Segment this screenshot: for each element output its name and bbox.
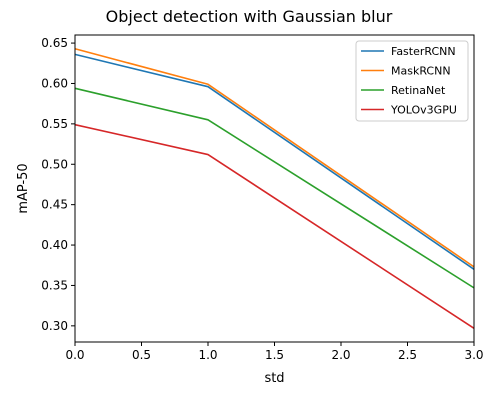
- y-axis: 0.30 0.35 0.40 0.45 0.50 0.55 0.60 0.65: [41, 36, 75, 333]
- chart-title: Object detection with Gaussian blur: [106, 7, 393, 26]
- y-tick-label: 0.40: [41, 238, 68, 252]
- x-tick-label: 3.0: [464, 348, 483, 362]
- x-tick-label: 0.5: [132, 348, 151, 362]
- series-line-retinanet: [74, 87, 475, 289]
- legend-box: [355, 40, 469, 122]
- y-tick-label: 0.65: [41, 36, 68, 50]
- y-tick-label: 0.60: [41, 76, 68, 90]
- x-tick-label: 2.0: [331, 348, 350, 362]
- legend: FasterRCNN MaskRCNN RetinaNet YOLOv3GPU: [355, 40, 469, 122]
- x-tick-label: 1.0: [198, 348, 217, 362]
- x-tick-label: 0.0: [65, 348, 84, 362]
- series-line-yolov3gpu: [74, 123, 475, 329]
- y-tick-label: 0.30: [41, 319, 68, 333]
- legend-label-fasterrcnn: FasterRCNN: [391, 45, 456, 58]
- y-tick-label: 0.35: [41, 278, 68, 292]
- x-tick-label: 2.5: [398, 348, 417, 362]
- y-tick-label: 0.55: [41, 117, 68, 131]
- legend-label-yolov3gpu: YOLOv3GPU: [390, 104, 457, 117]
- y-tick-label: 0.50: [41, 157, 68, 171]
- legend-label-maskrcnn: MaskRCNN: [391, 65, 451, 78]
- series-line-maskrcnn: [74, 47, 475, 268]
- series-line-fasterrcnn: [74, 53, 475, 270]
- y-tick-label: 0.45: [41, 198, 68, 212]
- legend-label-retinanet: RetinaNet: [391, 84, 446, 97]
- x-tick-label: 1.5: [265, 348, 284, 362]
- y-axis-label: mAP-50: [16, 163, 31, 213]
- x-axis-label: std: [264, 371, 284, 386]
- x-axis: 0.0 0.5 1.0 1.5 2.0 2.5 3.0: [65, 342, 484, 362]
- plot-lines: [74, 47, 475, 329]
